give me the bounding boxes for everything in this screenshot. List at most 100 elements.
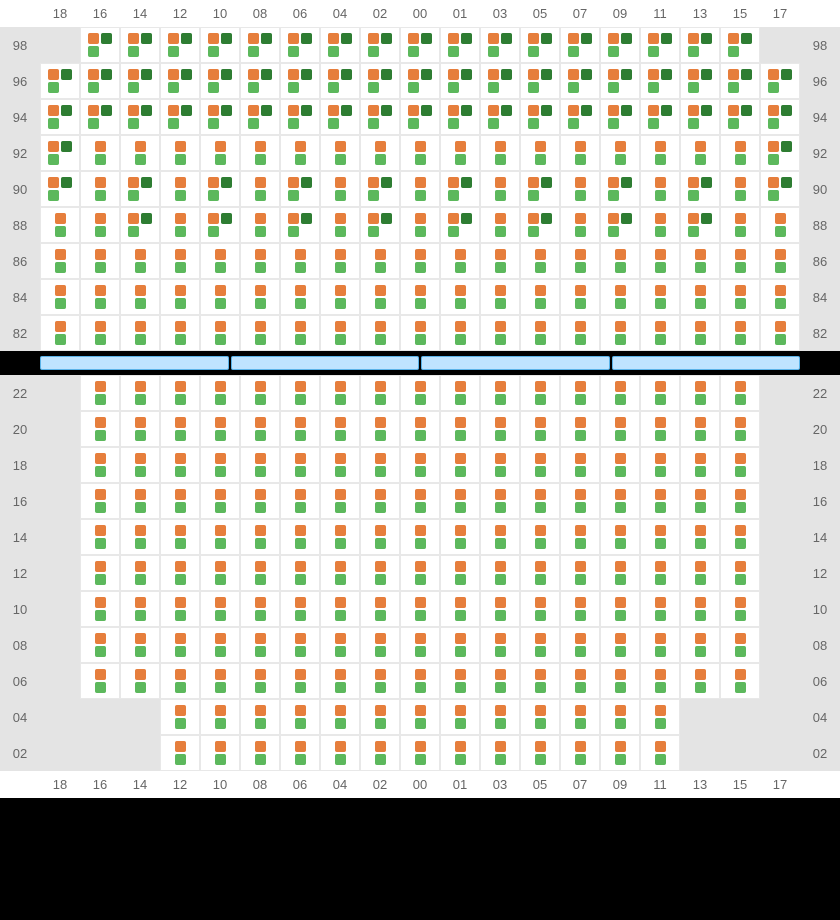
seat-cell[interactable] bbox=[120, 27, 160, 63]
seat-cell[interactable] bbox=[400, 555, 440, 591]
seat-cell[interactable] bbox=[400, 63, 440, 99]
seat-cell[interactable] bbox=[360, 591, 400, 627]
seat-cell[interactable] bbox=[760, 279, 800, 315]
seat-cell[interactable] bbox=[200, 279, 240, 315]
seat-cell[interactable] bbox=[520, 627, 560, 663]
seat-cell[interactable] bbox=[480, 483, 520, 519]
seat-cell[interactable] bbox=[200, 519, 240, 555]
seat-cell[interactable] bbox=[400, 411, 440, 447]
seat-cell[interactable] bbox=[640, 411, 680, 447]
seat-cell[interactable] bbox=[40, 63, 80, 99]
seat-cell[interactable] bbox=[720, 63, 760, 99]
seat-cell[interactable] bbox=[80, 627, 120, 663]
seat-cell[interactable] bbox=[560, 99, 600, 135]
seat-cell[interactable] bbox=[240, 447, 280, 483]
seat-cell[interactable] bbox=[640, 447, 680, 483]
seat-cell[interactable] bbox=[600, 135, 640, 171]
seat-cell[interactable] bbox=[680, 519, 720, 555]
seat-cell[interactable] bbox=[280, 519, 320, 555]
seat-cell[interactable] bbox=[480, 663, 520, 699]
seat-cell[interactable] bbox=[320, 375, 360, 411]
seat-cell[interactable] bbox=[360, 27, 400, 63]
seat-cell[interactable] bbox=[480, 447, 520, 483]
seat-cell[interactable] bbox=[480, 591, 520, 627]
seat-cell[interactable] bbox=[120, 63, 160, 99]
seat-cell[interactable] bbox=[280, 699, 320, 735]
seat-cell[interactable] bbox=[440, 315, 480, 351]
seat-cell[interactable] bbox=[280, 315, 320, 351]
seat-cell[interactable] bbox=[160, 447, 200, 483]
seat-cell[interactable] bbox=[280, 663, 320, 699]
seat-cell[interactable] bbox=[400, 699, 440, 735]
seat-cell[interactable] bbox=[320, 99, 360, 135]
seat-cell[interactable] bbox=[320, 699, 360, 735]
seat-cell[interactable] bbox=[480, 735, 520, 771]
seat-cell[interactable] bbox=[600, 519, 640, 555]
seat-cell[interactable] bbox=[720, 135, 760, 171]
seat-cell[interactable] bbox=[680, 375, 720, 411]
seat-cell[interactable] bbox=[280, 279, 320, 315]
seat-cell[interactable] bbox=[400, 279, 440, 315]
seat-cell[interactable] bbox=[360, 699, 400, 735]
seat-cell[interactable] bbox=[200, 243, 240, 279]
seat-cell[interactable] bbox=[400, 591, 440, 627]
seat-cell[interactable] bbox=[400, 663, 440, 699]
seat-cell[interactable] bbox=[560, 663, 600, 699]
seat-cell[interactable] bbox=[320, 171, 360, 207]
seat-cell[interactable] bbox=[680, 27, 720, 63]
seat-cell[interactable] bbox=[520, 663, 560, 699]
seat-cell[interactable] bbox=[600, 243, 640, 279]
seat-cell[interactable] bbox=[280, 27, 320, 63]
seat-cell[interactable] bbox=[440, 699, 480, 735]
seat-cell[interactable] bbox=[480, 243, 520, 279]
seat-cell[interactable] bbox=[600, 699, 640, 735]
seat-cell[interactable] bbox=[400, 135, 440, 171]
seat-cell[interactable] bbox=[680, 63, 720, 99]
seat-cell[interactable] bbox=[160, 735, 200, 771]
seat-cell[interactable] bbox=[720, 627, 760, 663]
seat-cell[interactable] bbox=[640, 27, 680, 63]
seat-cell[interactable] bbox=[680, 279, 720, 315]
seat-cell[interactable] bbox=[440, 447, 480, 483]
seat-cell[interactable] bbox=[440, 207, 480, 243]
seat-cell[interactable] bbox=[160, 663, 200, 699]
seat-cell[interactable] bbox=[360, 483, 400, 519]
seat-cell[interactable] bbox=[640, 483, 680, 519]
seat-cell[interactable] bbox=[320, 27, 360, 63]
seat-cell[interactable] bbox=[320, 735, 360, 771]
seat-cell[interactable] bbox=[240, 27, 280, 63]
seat-cell[interactable] bbox=[200, 171, 240, 207]
seat-cell[interactable] bbox=[280, 375, 320, 411]
seat-cell[interactable] bbox=[160, 99, 200, 135]
seat-cell[interactable] bbox=[720, 99, 760, 135]
seat-cell[interactable] bbox=[360, 135, 400, 171]
seat-cell[interactable] bbox=[320, 519, 360, 555]
seat-cell[interactable] bbox=[600, 171, 640, 207]
seat-cell[interactable] bbox=[640, 519, 680, 555]
seat-cell[interactable] bbox=[120, 207, 160, 243]
seat-cell[interactable] bbox=[160, 315, 200, 351]
seat-cell[interactable] bbox=[200, 135, 240, 171]
seat-cell[interactable] bbox=[520, 171, 560, 207]
seat-cell[interactable] bbox=[440, 663, 480, 699]
seat-cell[interactable] bbox=[520, 315, 560, 351]
seat-cell[interactable] bbox=[40, 207, 80, 243]
seat-cell[interactable] bbox=[240, 171, 280, 207]
seat-cell[interactable] bbox=[40, 171, 80, 207]
seat-cell[interactable] bbox=[80, 27, 120, 63]
seat-cell[interactable] bbox=[440, 243, 480, 279]
seat-cell[interactable] bbox=[560, 243, 600, 279]
seat-cell[interactable] bbox=[480, 315, 520, 351]
seat-cell[interactable] bbox=[360, 447, 400, 483]
seat-cell[interactable] bbox=[160, 279, 200, 315]
seat-cell[interactable] bbox=[520, 279, 560, 315]
seat-cell[interactable] bbox=[400, 519, 440, 555]
seat-cell[interactable] bbox=[760, 207, 800, 243]
seat-cell[interactable] bbox=[40, 99, 80, 135]
seat-cell[interactable] bbox=[160, 555, 200, 591]
seat-cell[interactable] bbox=[400, 483, 440, 519]
seat-cell[interactable] bbox=[680, 135, 720, 171]
seat-cell[interactable] bbox=[160, 519, 200, 555]
seat-cell[interactable] bbox=[40, 243, 80, 279]
seat-cell[interactable] bbox=[520, 63, 560, 99]
